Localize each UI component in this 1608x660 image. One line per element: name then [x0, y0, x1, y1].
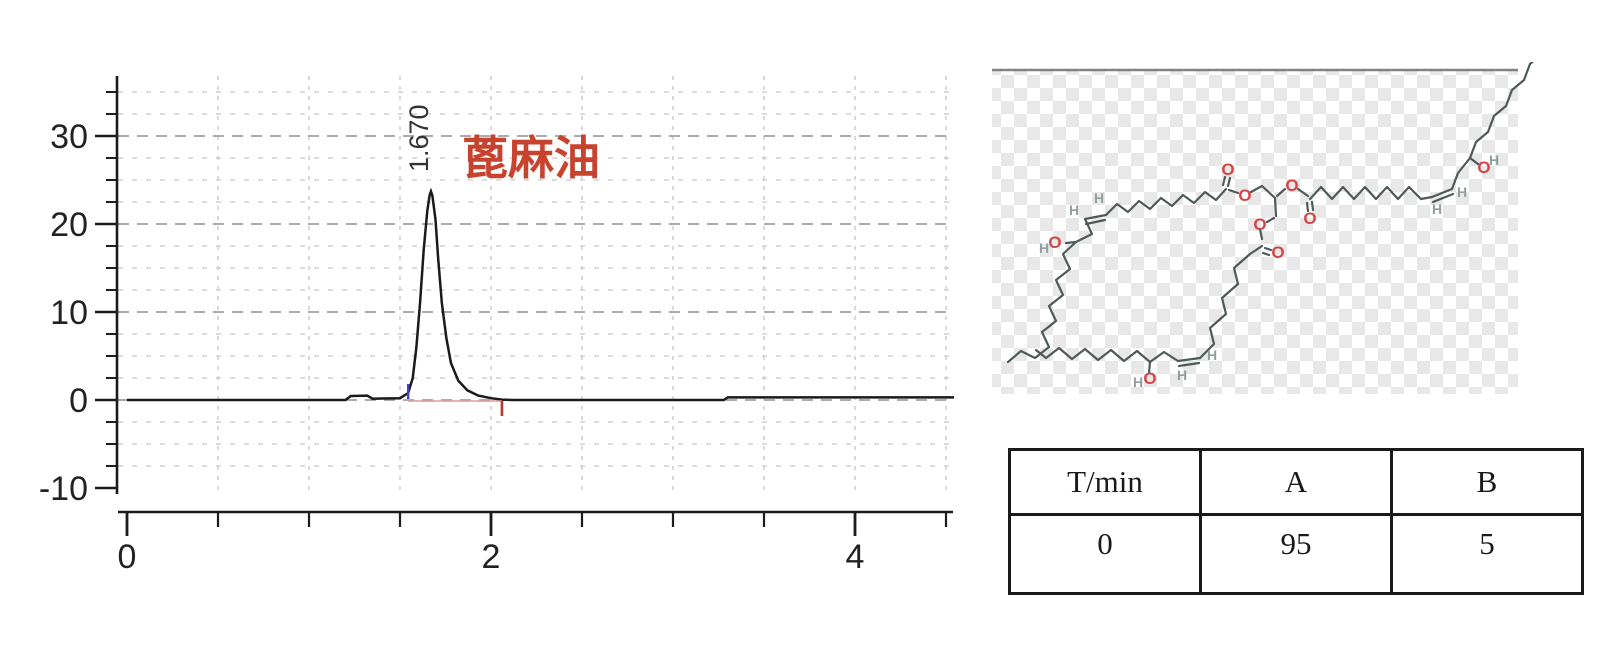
peak-compound-annotation: 蓖麻油 [462, 132, 600, 184]
table-data-row: 0 95 5 [1008, 513, 1584, 595]
y-tick-label: -10 [39, 470, 88, 508]
y-tick-label: 10 [50, 294, 88, 332]
integration-marks [406, 384, 504, 416]
hydrogen-atom-label: H [1133, 374, 1143, 390]
cell-b: 5 [1390, 513, 1584, 595]
hydrogen-atom-label: H [1432, 201, 1442, 217]
hydrogen-atom-label: H [1207, 347, 1217, 363]
x-tick-label: 0 [118, 538, 137, 576]
skeletal-bonds [1006, 62, 1535, 375]
peak-retention-time-label: 1.670 [404, 104, 434, 172]
x-tick-label: 4 [846, 538, 865, 576]
oxygen-atom-label: O [1238, 186, 1251, 205]
oxygen-atom-label: O [1253, 215, 1266, 234]
axes: 30 20 10 0 -10 0 2 4 [39, 76, 953, 576]
hydrogen-atom-label: H [1039, 240, 1049, 256]
oxygen-atom-label: O [1477, 158, 1490, 177]
oxygen-atom-label: O [1221, 160, 1234, 179]
hydrogen-atom-label: H [1094, 190, 1104, 206]
hydrogen-atom-label: H [1457, 184, 1467, 200]
oxygen-atom-label: O [1271, 243, 1284, 262]
hydrogen-atom-label: H [1069, 202, 1079, 218]
table-header-row: T/min A B [1008, 448, 1584, 516]
chromatogram-plot: 30 20 10 0 -10 0 2 4 1.670 蓖麻油 [39, 76, 954, 576]
hydrogen-atom-label: H [1177, 367, 1187, 383]
oxygen-atom-label: O [1285, 176, 1298, 195]
x-tick-label: 2 [482, 538, 501, 576]
cell-a: 95 [1199, 513, 1393, 595]
header-cell-time: T/min [1008, 448, 1202, 516]
header-cell-a: A [1199, 448, 1393, 516]
transparency-checkerboard [992, 70, 1518, 394]
y-tick-label: 0 [69, 382, 88, 420]
cell-time: 0 [1008, 513, 1202, 595]
mobile-phase-gradient-table: T/min A B 0 95 5 [1008, 448, 1584, 595]
chromatogram-trace [127, 187, 954, 402]
signal-trace [127, 187, 954, 402]
oxygen-atom-label: O [1048, 233, 1061, 252]
y-tick-label: 30 [50, 118, 88, 156]
oxygen-atom-label: O [1303, 209, 1316, 228]
y-tick-label: 20 [50, 206, 88, 244]
header-cell-b: B [1390, 448, 1584, 516]
hydrogen-atom-label: H [1489, 152, 1499, 168]
oxygen-atom-label: O [1143, 369, 1156, 388]
